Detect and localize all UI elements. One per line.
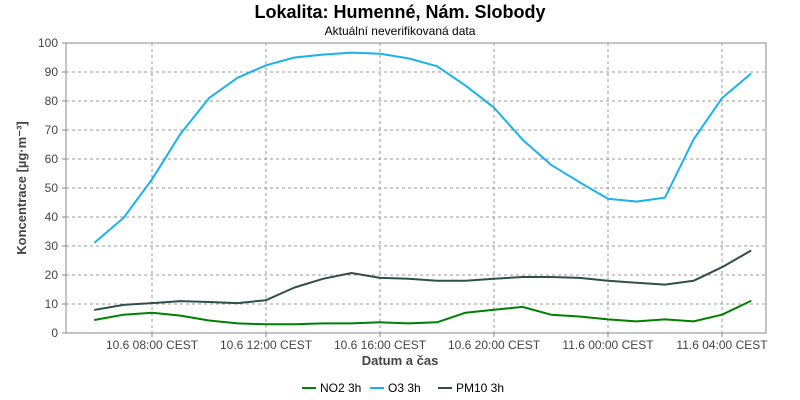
y-tick-label: 0: [51, 326, 58, 340]
y-tick-label: 100: [38, 36, 58, 50]
legend-label: O3 3h: [388, 381, 421, 395]
legend: NO2 3h O3 3h PM10 3h: [302, 381, 504, 395]
y-tick-label: 60: [45, 152, 59, 166]
x-tick-label: 10.6 12:00 CEST: [220, 338, 313, 352]
grid-lines: [66, 43, 766, 333]
series-lines: [94, 51, 752, 326]
y-tick-label: 90: [45, 65, 59, 79]
y-tick-label: 10: [45, 297, 59, 311]
x-axis-label: Datum a čas: [362, 353, 439, 368]
x-tick-label: 11.6 04:00 CEST: [676, 338, 768, 352]
x-tick-label: 11.6 00:00 CEST: [562, 338, 654, 352]
y-tick-label: 40: [45, 210, 59, 224]
y-tick-label: 70: [45, 123, 59, 137]
series-line-o3-3h: [94, 51, 752, 244]
chart-title: Lokalita: Humenné, Nám. Slobody: [254, 2, 545, 22]
x-axis-ticks: 10.6 08:00 CEST 10.6 12:00 CEST 10.6 16:00…: [106, 333, 768, 352]
x-tick-label: 10.6 16:00 CEST: [334, 338, 427, 352]
y-axis-ticks: 0 10 20 30 40 50 60 70 80 90 100: [38, 36, 66, 340]
legend-label: NO2 3h: [320, 381, 361, 395]
y-tick-label: 30: [45, 239, 59, 253]
x-tick-label: 10.6 20:00 CEST: [448, 338, 541, 352]
legend-item-no2-3h: NO2 3h: [302, 381, 361, 395]
series-line-pm10-3h: [94, 249, 752, 311]
y-tick-label: 50: [45, 181, 59, 195]
x-tick-label: 10.6 08:00 CEST: [106, 338, 199, 352]
series-line-no2-3h: [94, 300, 752, 326]
y-tick-label: 20: [45, 268, 59, 282]
legend-item-pm10-3h: PM10 3h: [438, 381, 504, 395]
y-tick-label: 80: [45, 94, 59, 108]
legend-item-o3-3h: O3 3h: [370, 381, 421, 395]
y-axis-label: Koncentrace [µg·m⁻³]: [14, 121, 29, 255]
legend-label: PM10 3h: [456, 381, 504, 395]
chart-subtitle: Aktuální neverifikovaná data: [325, 24, 476, 38]
